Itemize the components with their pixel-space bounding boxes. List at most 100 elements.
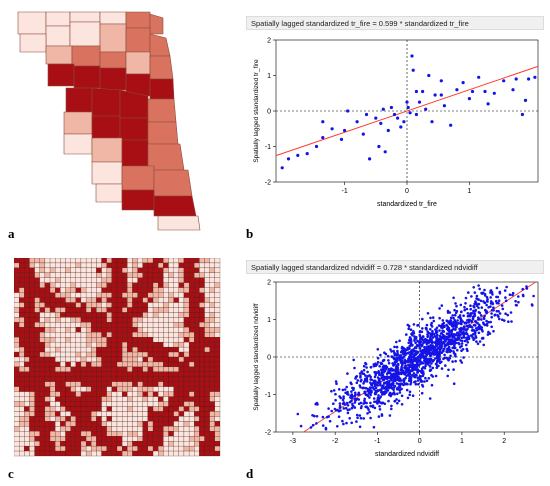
grid-cell — [70, 361, 76, 368]
plot-d-point — [365, 366, 368, 369]
plot-d-point — [494, 299, 498, 303]
grid-cell — [34, 272, 40, 278]
grid-cell — [183, 327, 190, 333]
grid-cell — [49, 322, 56, 328]
grid-cell — [199, 396, 205, 402]
grid-cell — [199, 371, 205, 377]
grid-cell — [111, 406, 118, 412]
grid-cell — [91, 431, 97, 437]
grid-cell — [70, 356, 76, 363]
grid-cell — [116, 332, 123, 338]
map-region — [125, 11, 151, 29]
grid-cell — [13, 361, 20, 368]
grid-cell — [137, 342, 143, 348]
grid-cell — [75, 396, 82, 402]
grid-cell — [44, 267, 51, 273]
grid-cell — [13, 376, 20, 382]
plot-d-point — [412, 349, 416, 352]
grid-cell — [178, 257, 185, 264]
grid-cell — [44, 406, 51, 412]
grid-cell — [152, 272, 159, 278]
grid-cell — [132, 282, 138, 288]
plot-d-point — [483, 288, 486, 292]
grid-cell — [147, 376, 154, 382]
grid-cell — [142, 450, 149, 457]
grid-cell — [199, 356, 205, 363]
grid-cell — [152, 342, 159, 348]
grid-cell — [91, 436, 97, 442]
plot-d-point — [377, 394, 380, 397]
plot-d-point — [396, 368, 399, 372]
grid-cell — [188, 287, 195, 293]
grid-cell — [39, 292, 46, 298]
grid-cell — [75, 416, 82, 422]
grid-cell — [19, 441, 25, 447]
grid-cell — [70, 287, 76, 293]
grid-cell — [116, 396, 123, 402]
grid-cell — [209, 327, 215, 333]
grid-cell — [163, 312, 169, 318]
grid-cell — [101, 317, 107, 323]
plot-d-point — [445, 332, 449, 335]
plot-d-point — [421, 327, 424, 330]
plot-d-point — [466, 332, 469, 336]
grid-cell — [80, 317, 87, 323]
grid-cell — [168, 277, 174, 283]
plot-b-point — [286, 157, 291, 161]
grid-cell — [60, 342, 66, 348]
grid-cell — [132, 376, 138, 382]
grid-cell — [147, 262, 154, 269]
grid-cell — [116, 287, 123, 293]
grid-cell — [147, 361, 154, 368]
grid-cell — [178, 351, 185, 358]
plot-d-point — [402, 348, 405, 352]
plot-d-point — [350, 406, 354, 410]
grid-cell — [49, 272, 56, 278]
grid-cell — [188, 431, 195, 437]
grid-cell — [13, 317, 20, 323]
grid-cell — [214, 302, 221, 308]
grid-cell — [85, 257, 92, 264]
grid-cell — [188, 401, 195, 407]
grid-cell — [168, 431, 174, 437]
plot-b-point — [470, 89, 475, 94]
grid-cell — [132, 371, 138, 377]
grid-cell — [183, 391, 190, 397]
grid-cell — [137, 337, 143, 343]
plot-d-point — [366, 389, 370, 393]
plot-d-x-tick-label: -3 — [290, 438, 296, 445]
grid-cell — [152, 317, 159, 323]
plot-d-point — [426, 330, 429, 333]
grid-cell — [158, 436, 164, 442]
plot-d-point — [389, 367, 393, 370]
grid-cell — [24, 396, 30, 402]
grid-cell — [111, 307, 118, 313]
grid-cell — [44, 441, 51, 447]
grid-cell — [214, 426, 221, 432]
grid-cell — [111, 297, 118, 303]
grid-cell — [111, 351, 118, 358]
grid-cell — [178, 356, 185, 363]
grid-cell — [44, 272, 51, 278]
grid-cell — [75, 441, 82, 447]
plot-d-point — [470, 334, 474, 337]
grid-cell — [173, 386, 179, 392]
plot-d-point — [431, 336, 435, 339]
plot-b-point — [381, 107, 385, 111]
plot-d-point — [442, 321, 446, 325]
grid-cell — [91, 366, 97, 372]
grid-cell — [168, 421, 174, 427]
grid-cell — [75, 366, 82, 372]
grid-cell — [60, 421, 66, 427]
grid-cell — [147, 327, 154, 333]
plot-d-point — [408, 347, 411, 350]
grid-cell — [85, 391, 92, 397]
grid-cell — [85, 277, 92, 283]
plot-b-point — [492, 91, 496, 95]
plot-d-point — [459, 303, 463, 307]
grid-cell — [116, 356, 123, 363]
plot-d-point — [446, 325, 449, 328]
map-region — [17, 11, 47, 35]
plot-d-point — [377, 377, 381, 381]
plot-d-point — [443, 356, 446, 360]
